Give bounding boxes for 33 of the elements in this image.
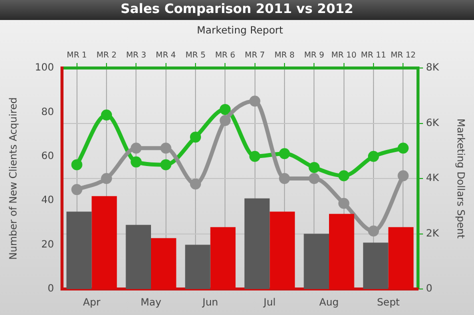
x-tick-label: Sept — [376, 298, 400, 309]
y-axis-title: Number of New Clients Acquired — [8, 97, 20, 260]
y-tick-label: 2K — [426, 228, 440, 240]
x-tick-label: MR 10 — [331, 50, 356, 60]
y-tick-label: 80 — [41, 106, 54, 118]
x-tick-label: May — [140, 298, 162, 309]
y-axis-title: Marketing Dollars Spent — [454, 118, 466, 239]
y-tick-label: 20 — [41, 239, 54, 250]
x-tick-label: MR 4 — [156, 50, 176, 60]
y-tick-label: 0 — [48, 284, 54, 295]
x-tick-label: Apr — [83, 298, 102, 309]
y-tick-label: 60 — [41, 150, 54, 162]
chart-title: Sales Comparison 2011 vs 2012 — [0, 0, 474, 20]
y-tick-label: 6K — [426, 118, 440, 129]
x-tick-label: MR 7 — [244, 50, 265, 60]
x-tick-label: MR 6 — [215, 50, 236, 60]
x-tick-label: MR 8 — [274, 50, 295, 60]
x-tick-label: MR 9 — [304, 50, 324, 60]
x-axis-title: Marketing Report — [196, 26, 284, 37]
y-tick-label: 8K — [426, 62, 440, 74]
x-tick-label: MR 11 — [360, 50, 386, 60]
y-tick-label: 40 — [41, 195, 54, 206]
x-tick-label: MR 5 — [185, 50, 206, 60]
y-tick-label: 0 — [426, 284, 432, 295]
x-tick-label: MR 12 — [390, 50, 416, 60]
x-tick-label: MR 1 — [66, 50, 87, 60]
x-tick-label: Jun — [202, 298, 218, 309]
x-tick-label: Aug — [319, 298, 339, 309]
x-tick-label: MR 2 — [96, 50, 117, 60]
x-tick-label: MR 3 — [126, 50, 146, 60]
y-tick-label: 100 — [34, 62, 54, 74]
x-tick-label: Jul — [262, 298, 276, 309]
y-tick-label: 4K — [426, 173, 440, 184]
